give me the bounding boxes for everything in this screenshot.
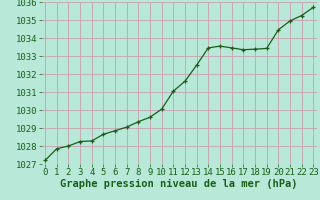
X-axis label: Graphe pression niveau de la mer (hPa): Graphe pression niveau de la mer (hPa): [60, 179, 298, 189]
